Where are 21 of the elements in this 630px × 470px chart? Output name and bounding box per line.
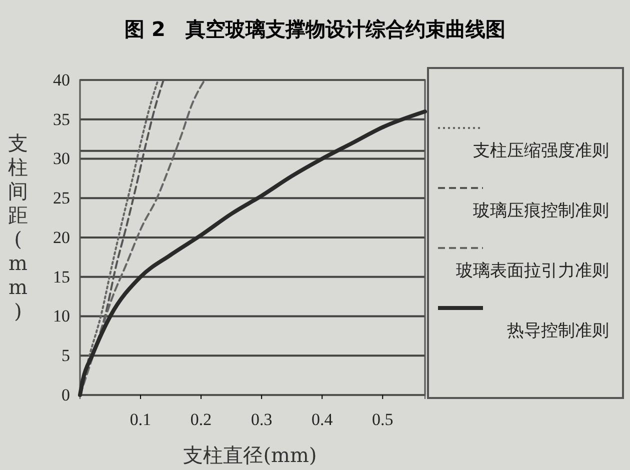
y-axis-title: 支柱间距(mm) xyxy=(8,131,28,323)
y-tick-label: 35 xyxy=(53,110,70,129)
y-tick-label: 30 xyxy=(53,149,70,168)
y-tick-label: 20 xyxy=(53,228,70,247)
text: 热导控制准则 xyxy=(507,321,609,341)
x-tick-label: 0.1 xyxy=(130,410,152,430)
legend-label: 玻璃压痕控制准则 xyxy=(473,201,609,221)
x-tick-label: 0.4 xyxy=(311,410,334,430)
x-tick-label: 0.3 xyxy=(250,410,272,430)
x-axis-title: 支柱直径(mm) xyxy=(183,443,317,467)
y-tick-label: 0 xyxy=(62,385,70,404)
y-tick-label: 40 xyxy=(53,70,70,90)
x-tick-label: 0.2 xyxy=(190,410,212,430)
legend-label: 玻璃表面拉引力准则 xyxy=(456,261,609,281)
y-tick-label: 10 xyxy=(53,306,70,326)
y-tick-label: 5 xyxy=(62,346,70,366)
y-tick-label: 25 xyxy=(53,188,70,208)
x-tick-label: 0.5 xyxy=(372,410,394,430)
legend-label: 支柱压缩强度准则 xyxy=(473,141,609,161)
y-tick-label: 15 xyxy=(53,267,70,286)
chart-title: 图 2 真空玻璃支撑物设计综合约束曲线图 xyxy=(124,17,506,41)
